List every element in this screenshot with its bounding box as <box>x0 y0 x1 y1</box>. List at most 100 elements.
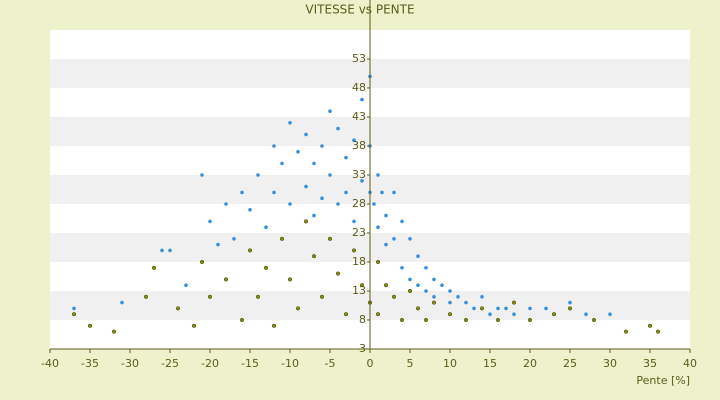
point <box>280 161 284 166</box>
x-tick-label: -40 <box>41 357 59 370</box>
point <box>256 173 260 177</box>
point <box>343 312 349 317</box>
point <box>495 317 501 323</box>
chart-title: VITESSE vs PENTE <box>305 3 414 17</box>
point <box>120 300 124 305</box>
point <box>496 306 500 311</box>
x-tick-label: 30 <box>603 357 617 370</box>
point <box>360 97 364 102</box>
y-tick-label: 18 <box>352 255 366 268</box>
x-tick-label: 5 <box>407 357 414 370</box>
point <box>376 173 380 177</box>
point <box>424 289 428 293</box>
point <box>207 294 213 299</box>
point <box>608 312 612 317</box>
point <box>380 190 384 195</box>
point <box>391 294 397 299</box>
point <box>360 179 364 183</box>
point <box>160 248 164 253</box>
point <box>551 312 557 317</box>
x-tick-label: -20 <box>201 357 219 370</box>
point <box>464 300 468 305</box>
point <box>647 323 653 328</box>
point <box>320 144 324 148</box>
point <box>232 237 236 241</box>
point <box>199 259 205 265</box>
y-tick-label: 43 <box>352 110 366 123</box>
point <box>623 329 629 334</box>
point <box>200 173 204 177</box>
point <box>351 248 357 253</box>
point <box>151 265 157 270</box>
point <box>424 266 428 270</box>
point <box>400 266 404 270</box>
point <box>392 237 396 241</box>
y-tick-label: 23 <box>352 226 366 239</box>
point <box>272 190 276 195</box>
point <box>335 271 341 276</box>
point <box>264 225 268 229</box>
point <box>504 306 508 311</box>
axes: 38131823283338434853-40-35-30-25-20-15-1… <box>41 0 697 370</box>
point <box>272 144 276 148</box>
point <box>415 306 421 311</box>
point <box>512 312 516 317</box>
x-tick-label: 20 <box>523 357 537 370</box>
point <box>352 138 356 142</box>
point <box>431 300 437 305</box>
point <box>87 323 93 328</box>
point <box>287 277 293 282</box>
point <box>191 323 197 328</box>
point <box>408 237 412 241</box>
y-tick-label: 53 <box>352 52 366 65</box>
x-tick-label: 0 <box>367 357 374 370</box>
point <box>408 277 412 282</box>
points <box>71 74 661 334</box>
point <box>344 155 348 160</box>
point <box>336 202 340 206</box>
point <box>336 126 340 131</box>
point <box>304 184 308 189</box>
point <box>271 323 277 328</box>
point <box>208 219 212 224</box>
point <box>295 306 301 311</box>
x-tick-label: -15 <box>241 357 259 370</box>
point <box>591 317 597 323</box>
point <box>544 306 548 311</box>
y-tick-label: 28 <box>352 197 366 210</box>
point <box>399 317 405 323</box>
point <box>479 306 485 311</box>
point <box>248 208 252 212</box>
point <box>279 236 285 241</box>
point <box>168 248 172 253</box>
point <box>255 294 261 299</box>
point <box>312 213 316 218</box>
x-tick-label: 25 <box>563 357 577 370</box>
point <box>240 190 244 195</box>
point <box>304 132 308 137</box>
y-tick-label: 33 <box>352 168 366 181</box>
y-tick-label: 8 <box>359 313 366 326</box>
point <box>224 202 228 206</box>
point <box>372 202 376 206</box>
point <box>655 329 661 334</box>
point <box>432 277 436 282</box>
x-tick-label: 40 <box>683 357 697 370</box>
x-axis-label: Pente [%] <box>636 374 690 387</box>
point <box>567 306 573 311</box>
point <box>448 300 452 305</box>
point <box>383 283 389 288</box>
point <box>328 109 332 113</box>
point <box>303 219 309 224</box>
point <box>71 312 77 317</box>
point <box>296 150 300 154</box>
point <box>312 161 316 166</box>
point <box>423 317 429 323</box>
y-tick-label: 48 <box>352 81 366 94</box>
point <box>392 190 396 195</box>
point <box>375 259 381 265</box>
y-tick-label: 13 <box>352 284 366 297</box>
point <box>359 283 365 288</box>
